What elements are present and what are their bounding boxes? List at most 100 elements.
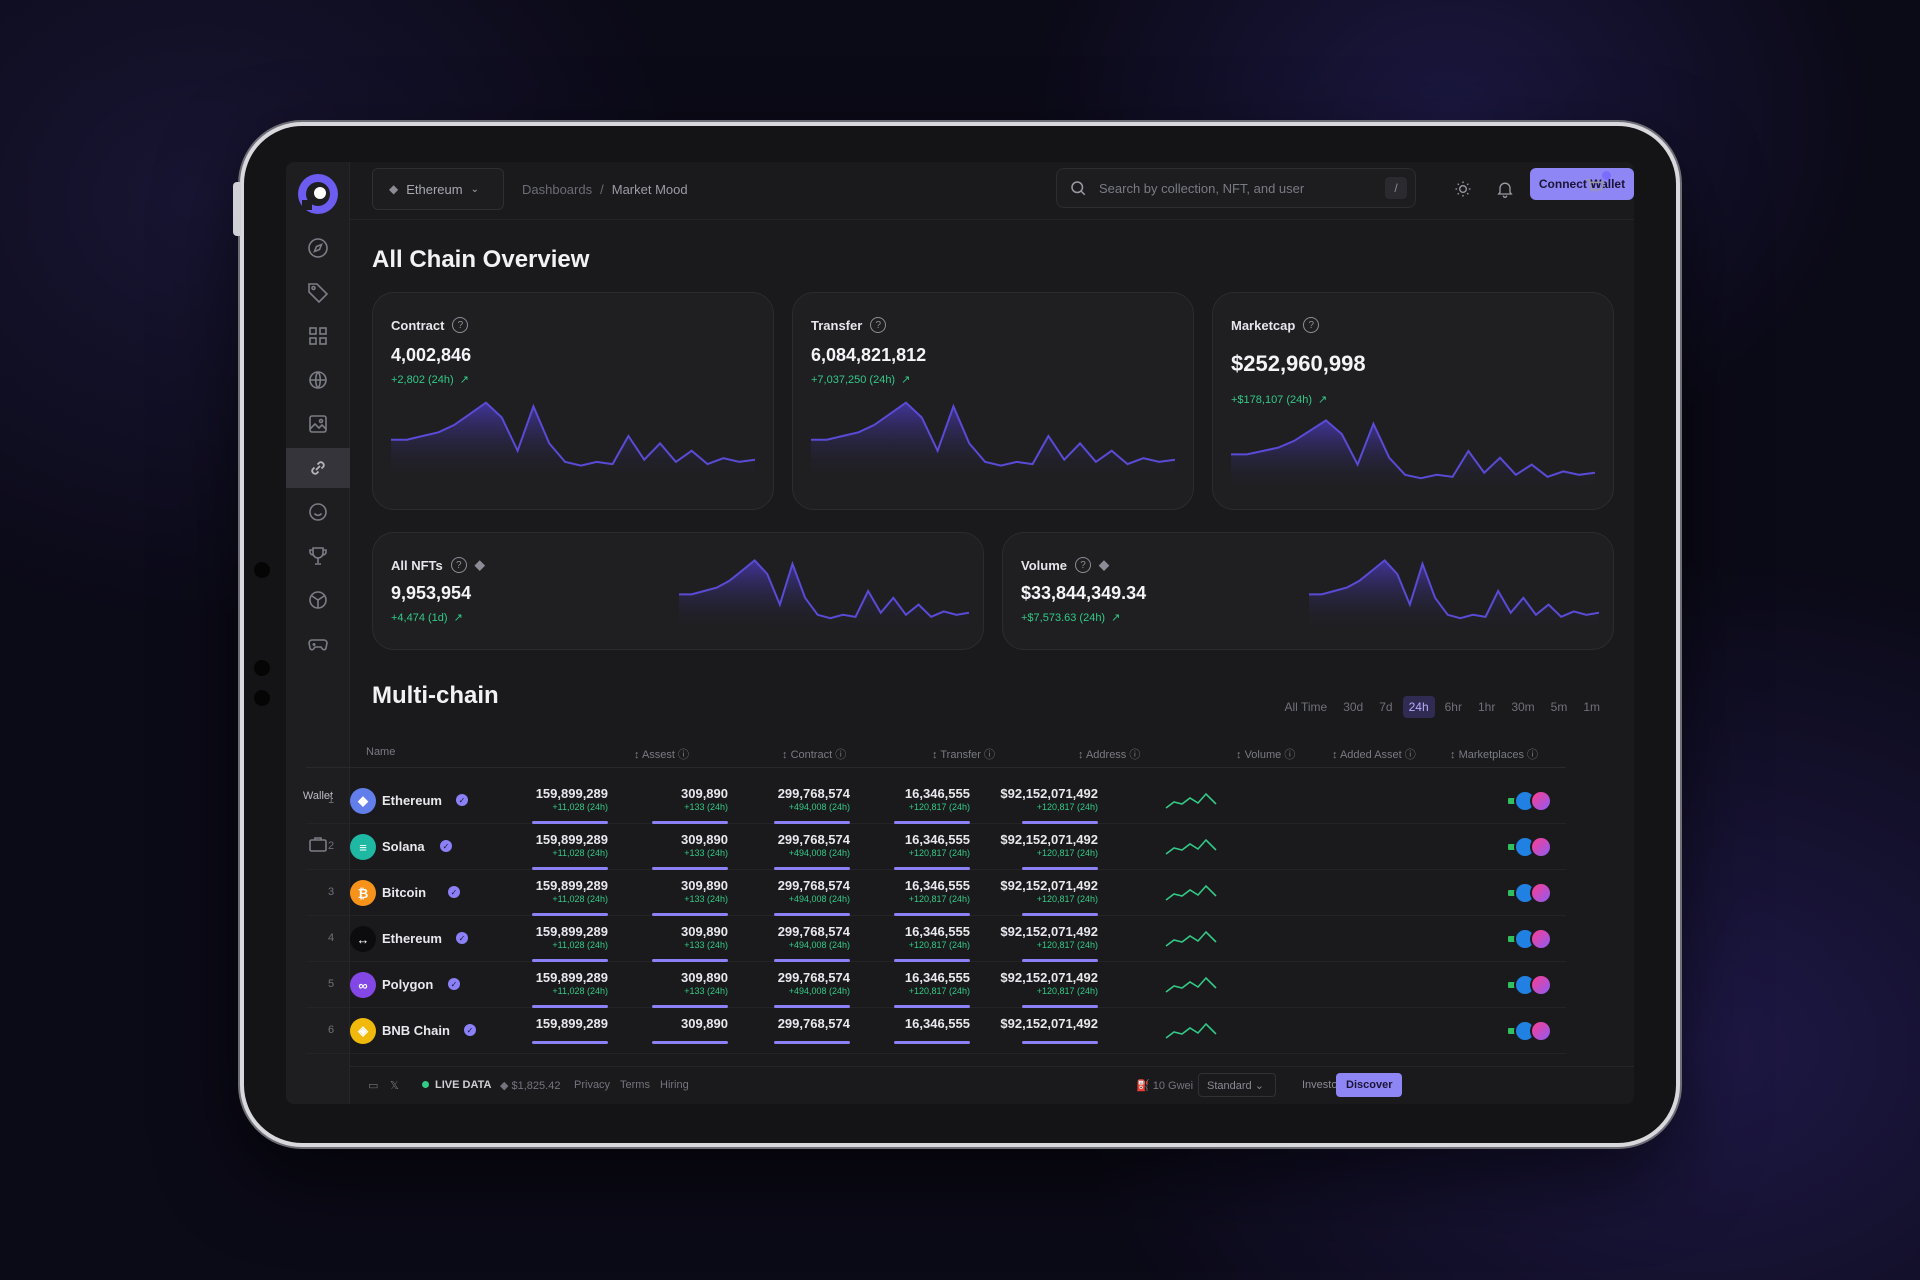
row-rank: 3 (328, 886, 335, 898)
coin-name[interactable]: Solana (382, 839, 425, 854)
trophy-icon[interactable] (298, 536, 338, 576)
bell-icon[interactable] (1490, 174, 1520, 204)
stat-card-transfer[interactable]: Transfer? 6,084,821,812 +7,037,250 (24h)… (792, 292, 1194, 510)
trend-up-icon: ↗ (1318, 394, 1328, 406)
globe-icon[interactable] (298, 360, 338, 400)
mode-select[interactable]: Standard ⌄ (1198, 1073, 1276, 1097)
column-header-added-asset[interactable]: ↕ Added Asset ⓘ (1332, 749, 1416, 761)
help-icon[interactable]: ? (452, 317, 469, 333)
coin-name[interactable]: BNB Chain (382, 1023, 450, 1038)
table-row[interactable]: 2 ≡ Solana ✓ 159,899,289 +11,028 (24h) 3… (306, 824, 1566, 870)
tablet-sensor (254, 660, 270, 676)
stat-card-volume[interactable]: Volume? ◆ $33,844,349.34 +$7,573.63 (24h)… (1002, 532, 1614, 650)
column-header-marketplaces[interactable]: ↕ Marketplaces ⓘ (1450, 749, 1539, 761)
box-icon[interactable] (298, 580, 338, 620)
footer-link-terms[interactable]: Terms (620, 1079, 650, 1091)
cart-icon[interactable] (1580, 171, 1611, 202)
timeframe-option[interactable]: 1m (1577, 696, 1606, 718)
column-header-volume[interactable]: ↕ Volume ⓘ (1236, 749, 1296, 761)
x-social-icon[interactable]: 𝕏 (390, 1080, 399, 1092)
marketplace-icons[interactable] (1506, 974, 1552, 996)
sun-icon[interactable] (1448, 174, 1478, 204)
table-row[interactable]: 3 ₿ Bitcoin ✓ 159,899,289 +11,028 (24h) … (306, 870, 1566, 916)
cell-asset: 159,899,289 +11,028 (24h) (532, 786, 608, 824)
cell-contract: 309,890 +133 (24h) (652, 924, 728, 962)
marketplace-icons[interactable] (1506, 928, 1552, 950)
stat-card-label: All NFTs (391, 557, 443, 573)
sparkline-area (1309, 560, 1599, 631)
timeframe-option[interactable]: 6hr (1439, 696, 1468, 718)
connect-wallet-button[interactable]: Connect Wallet (1530, 168, 1634, 200)
page-title: All Chain Overview (372, 246, 590, 273)
cell-value: 309,890 (681, 1016, 728, 1031)
help-icon[interactable]: ? (870, 317, 887, 333)
marketplace-icons[interactable] (1506, 836, 1552, 858)
timeframe-option[interactable]: 30m (1505, 696, 1540, 718)
gamepad-icon[interactable] (298, 624, 338, 664)
help-icon[interactable]: ? (1303, 317, 1320, 333)
progress-bar (532, 913, 608, 916)
timeframe-option[interactable]: 7d (1373, 696, 1398, 718)
image-icon[interactable] (298, 404, 338, 444)
terminal-icon[interactable]: ▭ (368, 1080, 379, 1092)
cell-transfer: 299,768,574 +494,008 (24h) (774, 924, 850, 962)
help-icon[interactable]: ? (1075, 557, 1091, 573)
table-row[interactable]: 6 ◈ BNB Chain ✓ 159,899,289 309,890 299,… (306, 1008, 1566, 1054)
compass-icon[interactable] (298, 228, 338, 268)
coin-name[interactable]: Ethereum (382, 931, 442, 946)
column-header-name[interactable]: Name (366, 746, 396, 758)
stat-card-contract[interactable]: Contract? 4,002,846 +2,802 (24h) ↗ (372, 292, 774, 510)
timeframe-option[interactable]: 30d (1337, 696, 1369, 718)
table-row[interactable]: 1 ◆ Ethereum ✓ 159,899,289 +11,028 (24h)… (306, 778, 1566, 824)
cell-volume: $92,152,071,492 +120,817 (24h) (1000, 924, 1098, 962)
coin-name[interactable]: Bitcoin (382, 885, 427, 900)
coin-name[interactable]: Ethereum (382, 793, 442, 808)
sparkline-chart (1231, 419, 1595, 491)
cell-change: +120,817 (24h) (908, 986, 970, 996)
marketplace-icons[interactable] (1506, 790, 1552, 812)
marketplace-icons[interactable] (1506, 882, 1552, 904)
search-box[interactable]: / (1056, 168, 1416, 208)
stat-card-change: +7,037,250 (24h) (811, 373, 896, 386)
footer-link-privacy[interactable]: Privacy (574, 1079, 611, 1091)
timeframe-option[interactable]: 5m (1545, 696, 1574, 718)
progress-bar (894, 1041, 970, 1044)
table-row[interactable]: 5 ∞ Polygon ✓ 159,899,289 +11,028 (24h) … (306, 962, 1566, 1008)
briefcase-icon[interactable] (298, 824, 338, 864)
column-header-asset[interactable]: ↕ Assest ⓘ (634, 749, 690, 761)
breadcrumb-item[interactable]: Dashboards (522, 182, 593, 197)
stat-card-value: $252,960,998 (1231, 351, 1366, 376)
trend-up-icon: ↗ (1111, 612, 1121, 624)
verified-icon: ✓ (448, 978, 460, 990)
link-icon[interactable] (286, 448, 350, 488)
section-title: Multi-chain (372, 682, 499, 709)
sparkline-line (1309, 559, 1599, 620)
cell-change: +120,817 (24h) (1036, 940, 1098, 950)
table-row[interactable]: 4 ↔ Ethereum ✓ 159,899,289 +11,028 (24h)… (306, 916, 1566, 962)
stat-card-all-nfts[interactable]: All NFTs? ◆ 9,953,954 +4,474 (1d) ↗ (372, 532, 984, 650)
cell-value: 159,899,289 (535, 832, 608, 847)
footer-link-hiring[interactable]: Hiring (660, 1079, 689, 1091)
discover-toggle[interactable]: Discover (1336, 1073, 1403, 1097)
cell-transfer: 299,768,574 +494,008 (24h) (774, 878, 850, 916)
column-header-transfer[interactable]: ↕ Transfer ⓘ (932, 749, 995, 761)
investor-toggle[interactable]: Investor (1292, 1073, 1351, 1097)
smile-icon[interactable] (298, 492, 338, 532)
cell-value: $92,152,071,492 (1000, 924, 1098, 939)
search-input[interactable] (1099, 180, 1369, 196)
timeframe-option[interactable]: 24h (1402, 696, 1435, 718)
grid-icon[interactable] (298, 316, 338, 356)
timeframe-option[interactable]: 1hr (1472, 696, 1501, 718)
chain-selector[interactable]: ◆ Ethereum ⌄ (372, 168, 504, 210)
column-header-address[interactable]: ↕ Address ⓘ (1078, 749, 1141, 761)
coin-name[interactable]: Polygon (382, 977, 434, 992)
marketplace-icons[interactable] (1506, 1020, 1552, 1042)
tag-icon[interactable] (298, 272, 338, 312)
help-icon[interactable]: ? (450, 557, 467, 573)
stat-card-marketcap[interactable]: Marketcap? $252,960,998 +$178,107 (24h) ↗ (1212, 292, 1614, 510)
app-logo[interactable] (296, 172, 340, 216)
cell-change: +11,028 (24h) (552, 986, 608, 996)
timeframe-option[interactable]: All Time (1279, 696, 1334, 718)
column-header-contract[interactable]: ↕ Contract ⓘ (782, 749, 847, 761)
progress-bar (774, 1041, 850, 1044)
